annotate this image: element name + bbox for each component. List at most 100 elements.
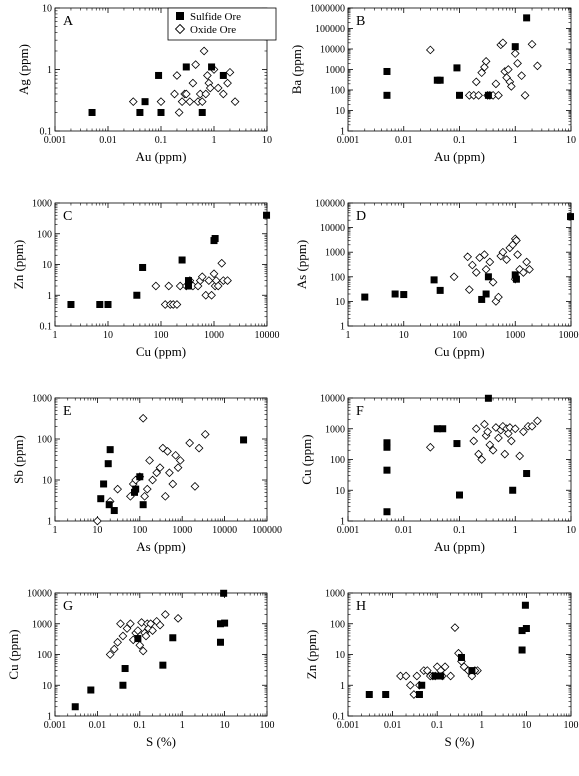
x-tick-label: 1 xyxy=(180,720,185,731)
y-tick-label: 1000 xyxy=(325,65,345,76)
oxide-point xyxy=(519,427,528,437)
x-tick-label: 100000 xyxy=(252,525,282,536)
x-tick-label: 0.001 xyxy=(337,135,360,146)
oxide-point xyxy=(170,89,179,99)
oxide-point xyxy=(480,419,489,429)
sulfide-point xyxy=(484,273,492,281)
panel-h: 0.001 0.01 0.1 1 10 100 0.1 1 10 100 1000 S (%) Zn (… xyxy=(304,589,579,750)
x-tick-label: 10000 xyxy=(255,330,280,341)
sulfide-point xyxy=(484,91,492,99)
sulfide-point xyxy=(523,14,531,22)
oxide-point xyxy=(522,257,531,267)
y-tick-label: 1 xyxy=(47,65,52,76)
oxide-point xyxy=(148,475,157,485)
sulfide-point xyxy=(169,634,177,642)
y-tick-label: 100 xyxy=(330,619,345,630)
oxide-point xyxy=(223,276,232,285)
y-tick-label: 1 xyxy=(47,517,52,528)
oxide-point xyxy=(469,436,479,446)
oxide-point xyxy=(173,463,183,473)
y-tick-label: 1000 xyxy=(32,619,52,630)
y-tick-label: 1000 xyxy=(32,394,52,405)
x-tick-label: 10000 xyxy=(559,330,579,341)
sulfide-point xyxy=(96,301,104,309)
oxide-point xyxy=(174,108,184,117)
oxide-point xyxy=(498,421,508,431)
oxide-point xyxy=(481,56,491,66)
y-tick-label: 0.1 xyxy=(333,712,346,723)
panel-a: 0.001 0.01 0.1 1 10 0.1 1 10 Au (ppm) Ag (ppm) A xyxy=(16,4,272,165)
sulfide-point xyxy=(383,466,391,474)
sulfide-point xyxy=(110,507,118,515)
x-tick-label: 1 xyxy=(212,135,217,146)
y-tick-label: 10000 xyxy=(320,223,345,234)
legend-oxide-marker xyxy=(174,23,186,35)
x-axis-title: Au (ppm) xyxy=(434,539,485,554)
sulfide-point xyxy=(457,653,465,661)
sulfide-point xyxy=(521,601,529,609)
x-axis-title: Cu (ppm) xyxy=(434,344,484,359)
sulfide-point xyxy=(361,293,369,301)
x-tick-label: 10 xyxy=(399,330,409,341)
oxide-point xyxy=(152,468,162,478)
oxide-point xyxy=(140,491,149,501)
oxide-point xyxy=(477,455,487,464)
x-tick-label: 10 xyxy=(566,525,576,536)
oxide-point xyxy=(488,445,498,455)
oxide-point xyxy=(138,646,148,656)
oxide-point xyxy=(105,650,115,659)
panel-b: 0.001 0.01 0.1 1 10 1 10 100 1000 10000 100000 1000… xyxy=(289,4,576,165)
sulfide-point xyxy=(208,63,216,71)
oxide-point xyxy=(425,442,435,452)
oxide-point xyxy=(191,60,200,69)
y-tick-label: 1 xyxy=(340,517,345,528)
x-tick-label: 0.01 xyxy=(395,525,413,536)
x-tick-label: 100 xyxy=(132,525,147,536)
oxide-point xyxy=(188,78,198,88)
panel-g: 0.001 0.01 0.1 1 10 100 1 10 100 1000 10000 S (%) Cu… xyxy=(6,589,275,750)
oxide-point xyxy=(488,277,498,287)
oxide-point xyxy=(446,671,455,681)
oxide-point xyxy=(197,97,207,107)
y-tick-label: 100 xyxy=(37,650,52,661)
sulfide-point xyxy=(482,290,490,298)
oxide-point xyxy=(533,416,542,426)
oxide-point xyxy=(503,429,513,438)
oxide-point xyxy=(425,45,435,55)
plot-frame xyxy=(347,202,572,327)
x-tick-label: 10 xyxy=(262,135,272,146)
oxide-point xyxy=(463,252,473,262)
y-tick-label: 1 xyxy=(340,681,345,692)
x-tick-label: 0.01 xyxy=(395,135,413,146)
x-tick-label: 1 xyxy=(513,135,518,146)
x-tick-label: 0.1 xyxy=(431,720,444,731)
sulfide-point xyxy=(418,681,426,689)
oxide-point xyxy=(533,61,542,71)
sulfide-point xyxy=(141,98,149,106)
sulfide-point xyxy=(456,491,463,499)
x-tick-label: 1000 xyxy=(172,525,192,536)
oxide-point xyxy=(494,90,503,100)
panel-e: 1 10 100 1000 10000 100000 1 10 100 1000 As (ppm) S… xyxy=(11,394,282,555)
oxide-point xyxy=(500,449,510,459)
oxide-point xyxy=(513,250,522,259)
sulfide-point xyxy=(134,635,142,643)
oxide-point xyxy=(156,97,166,107)
y-tick-label: 100 xyxy=(330,455,345,466)
sulfide-point xyxy=(221,619,229,627)
oxide-point xyxy=(165,468,174,478)
oxide-point xyxy=(485,440,495,450)
y-axis-title: Zn (ppm) xyxy=(11,240,26,289)
sulfide-point xyxy=(157,108,165,116)
sulfide-point xyxy=(159,661,167,669)
plot-frame xyxy=(347,397,572,522)
x-axis-title: Au (ppm) xyxy=(136,149,187,164)
sulfide-point xyxy=(155,71,163,79)
oxide-point xyxy=(205,83,215,93)
y-tick-label: 10 xyxy=(42,476,52,487)
oxide-point xyxy=(145,456,154,465)
y-tick-label: 1000 xyxy=(325,424,345,435)
oxide-point xyxy=(513,58,522,68)
sulfide-point xyxy=(433,425,441,433)
